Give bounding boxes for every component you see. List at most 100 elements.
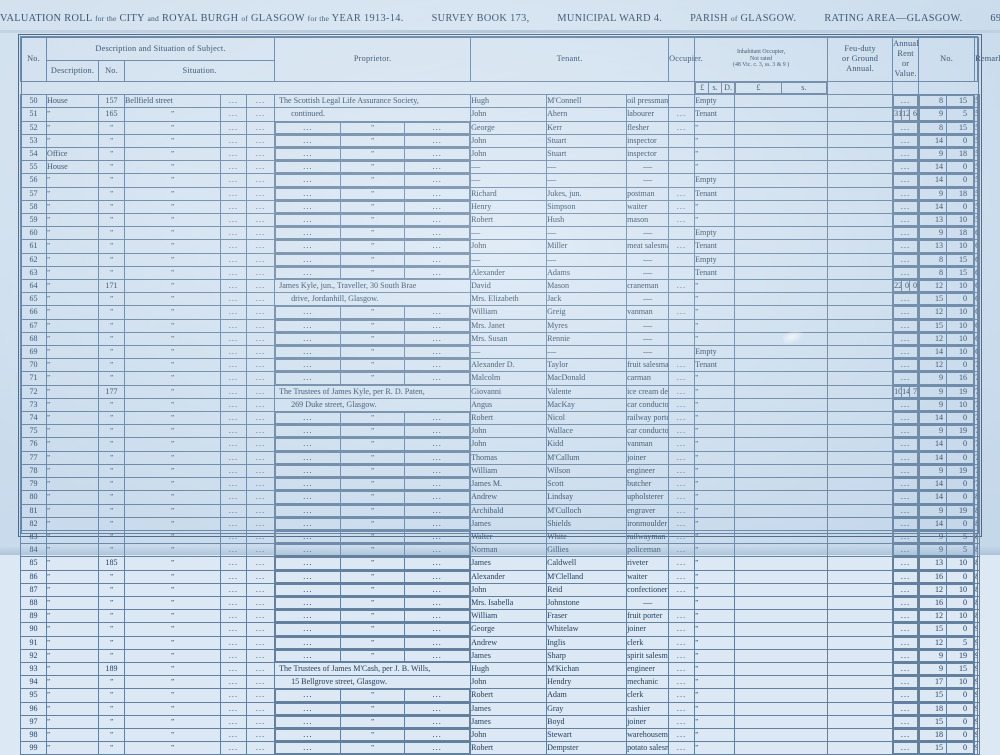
proprietor-dots-1: ... <box>275 478 341 490</box>
cell-tenant-occupation: car conductor <box>626 424 670 439</box>
cell-sub-no: 165 <box>98 107 125 122</box>
annual-pounds: 14 <box>919 452 948 464</box>
cell-tenant-occupation: carman <box>626 371 670 386</box>
cell-occupation-dots: ... <box>668 411 696 426</box>
cell-occupier: ” <box>694 384 736 399</box>
cell-remarks <box>976 450 981 465</box>
feuduty-dots: ... <box>893 478 918 490</box>
cell-tenant-forename: Alexander <box>470 265 548 281</box>
cell-annual-rent: 12 0 <box>918 358 976 373</box>
cell-remarks <box>976 397 981 413</box>
cell-proprietor: ...”... <box>274 529 472 545</box>
cell-feuduty: ... <box>892 94 920 109</box>
cell-tenant-surname: Caldwell <box>546 556 628 571</box>
cell-tenant-forename: Angus <box>470 397 548 413</box>
table-row: 81”””.........”... Archibald M'Culloch engr… <box>20 503 981 518</box>
annual-shillings: 10 <box>946 214 974 226</box>
cell-situation: ” <box>124 199 221 215</box>
cell-situation-dots-2: ... <box>245 675 276 690</box>
cell-situation-dots-1: ... <box>220 516 247 531</box>
cell-annual-rent: 13 10 <box>918 213 976 228</box>
annual-shillings: 0 <box>946 201 974 213</box>
cell-sub-no: 171 <box>98 279 125 294</box>
th-occupier: Occupier. <box>668 36 703 82</box>
cell-inhabitant-occupier-b <box>827 331 894 347</box>
cell-annual-rent: 12 10 <box>918 609 976 624</box>
cell-inhabitant-occupier-a <box>734 741 829 755</box>
cell-occupier: ” <box>694 160 736 175</box>
table-row: 51” 165”...... continued. John Ahern labourer… <box>20 107 981 122</box>
cell-tenant-surname: M'Culloch <box>546 503 628 518</box>
cell-occupier: Tenant <box>694 107 736 122</box>
cell-situation: ” <box>124 477 221 492</box>
cell-remarks <box>976 239 981 254</box>
cell-tenant-occupation: vanman <box>626 437 670 452</box>
cell-occupation-dots <box>668 331 696 347</box>
cell-situation-dots-2: ... <box>245 411 276 426</box>
feuduty-dots: ... <box>893 597 918 609</box>
th-feuduty: Feu-duty or Ground Annual. <box>827 36 894 82</box>
cell-feuduty: ... <box>892 292 920 307</box>
table-row: 59”””.........”... Robert Hush mason...”...… <box>20 213 981 228</box>
annual-shillings: 10 <box>946 333 974 345</box>
cell-remarks <box>976 213 981 228</box>
table-row: 58”””.........”... Henry Simpson waiter...”… <box>20 199 981 215</box>
cell-tenant-occupation: riveter <box>626 556 670 571</box>
cell-annual-rent: 9 10 <box>918 397 976 413</box>
cell-tenant-surname: Greig <box>546 305 628 320</box>
cell-sub-no: ” <box>98 318 125 333</box>
cell-situation-dots-2: ... <box>245 477 276 492</box>
cell-tenant-forename: Hugh <box>470 94 548 109</box>
cell-situation: ” <box>124 331 221 347</box>
runhead-rating-area: RATING AREA—GLASGOW. <box>824 13 963 24</box>
th-annual-rent: Annual Rent or Value. <box>892 36 920 82</box>
annual-pounds: 14 <box>919 491 948 503</box>
cell-inhabitant-occupier-b <box>827 371 894 386</box>
cell-inhabitant-occupier-b <box>827 397 894 413</box>
annual-shillings: 18 <box>946 188 974 200</box>
cell-tenant-forename: Robert <box>470 411 548 426</box>
cell-proprietor: ...”... <box>274 318 472 333</box>
table-body: 50 House 157 Bellfield street...... The Scot… <box>20 94 981 755</box>
cell-situation-dots-2: ... <box>245 252 276 267</box>
cell-feuduty: ... <box>892 450 920 465</box>
cell-occupier: ” <box>694 318 736 333</box>
cell-sub-no: ” <box>98 213 125 228</box>
proprietor-dots-2: ... <box>404 531 470 543</box>
cell-situation-dots-1: ... <box>220 503 247 518</box>
cell-proprietor: ...”... <box>274 213 472 228</box>
cell-description: ” <box>46 186 99 201</box>
proprietor-ditto: ” <box>339 703 406 715</box>
annual-shillings: 0 <box>946 571 974 583</box>
feuduty-dots: ... <box>893 293 918 305</box>
cell-proprietor: ...”... <box>274 556 472 571</box>
cell-no: 77 <box>20 450 47 465</box>
cell-occupier: ” <box>694 582 736 597</box>
cell-inhabitant-occupier-a <box>734 556 829 571</box>
cell-annual-rent: 14 0 <box>918 516 976 531</box>
cell-annual-rent: 13 10 <box>918 239 976 254</box>
cell-description: ” <box>46 503 99 518</box>
cell-feuduty: 31 12 6 <box>892 107 920 122</box>
feuduty-dots: ... <box>893 439 918 451</box>
runhead-of-1: of <box>241 14 249 23</box>
proprietor-dots-2: ... <box>404 320 470 332</box>
cell-situation-dots-1: ... <box>220 701 247 716</box>
table-row: 63”””.........”... Alexander Adams — Tenant.… <box>20 265 981 281</box>
cell-remarks <box>976 226 981 241</box>
cell-situation: ” <box>124 107 221 122</box>
feuduty-dots: ... <box>893 320 918 332</box>
cell-tenant-occupation: warehouseman <box>626 727 670 743</box>
feuduty-dots: ... <box>893 491 918 503</box>
cell-occupation-dots <box>668 252 696 267</box>
cell-annual-rent: 9 19 <box>918 384 976 399</box>
proprietor-dots-2: ... <box>404 452 470 464</box>
th-tenant: Tenant. <box>470 36 670 82</box>
cell-inhabitant-occupier-a <box>734 622 829 637</box>
annual-shillings: 10 <box>946 280 974 292</box>
cell-annual-rent: 14 0 <box>918 437 976 452</box>
cell-sub-no: ” <box>98 292 125 307</box>
proprietor-dots-2: ... <box>404 505 470 517</box>
cell-occupation-dots <box>668 94 696 109</box>
